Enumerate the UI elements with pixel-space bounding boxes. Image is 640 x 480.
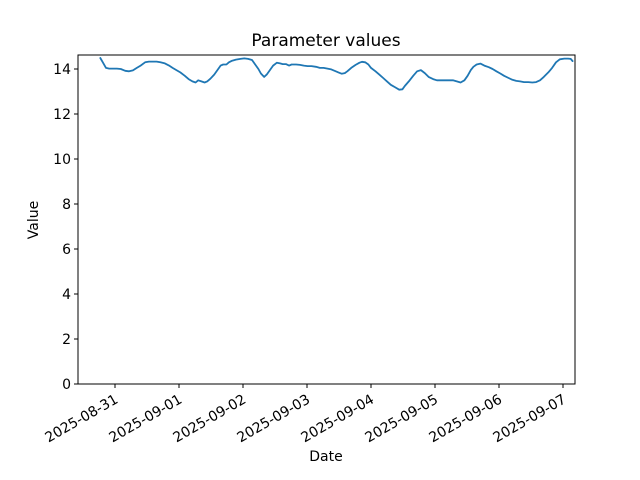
data-line: [99, 57, 574, 91]
x-tick-label: 2025-09-07: [491, 392, 569, 447]
y-axis-label: Value: [26, 201, 42, 239]
y-axis-ticks: 0 2 4 6 8 10 12 14: [53, 62, 78, 393]
y-tick-label: 14: [53, 62, 71, 78]
y-tick-label: 0: [62, 377, 71, 393]
y-tick-label: 10: [53, 152, 71, 168]
y-tick-label: 12: [53, 107, 71, 123]
data-series: [99, 57, 574, 91]
chart-title: Parameter values: [251, 31, 400, 51]
plot-area: [77, 54, 576, 385]
x-axis-ticks: 2025-08-312025-09-012025-09-022025-09-03…: [43, 384, 569, 446]
y-tick-label: 8: [62, 197, 71, 213]
y-tick-label: 2: [62, 332, 71, 348]
y-tick-label: 6: [62, 242, 71, 258]
y-tick-label: 4: [62, 287, 71, 303]
x-axis-label: Date: [309, 449, 342, 465]
